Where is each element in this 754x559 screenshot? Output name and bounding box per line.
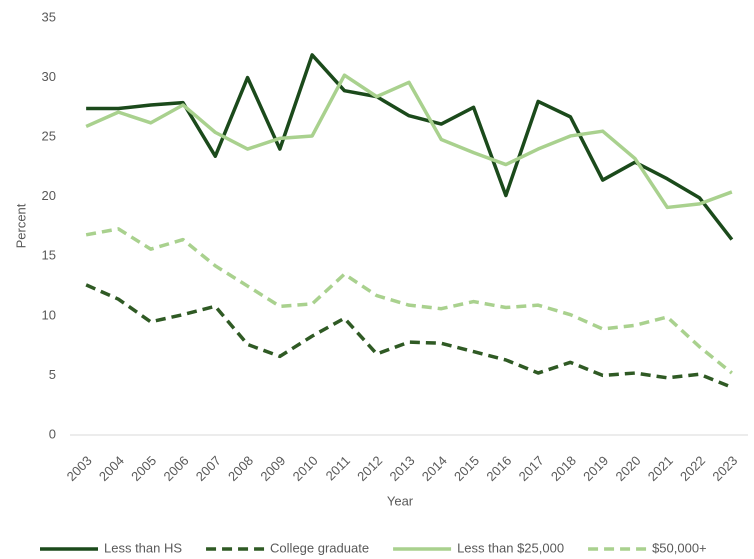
y-tick-label: 15 [42, 248, 56, 263]
y-tick-label: 30 [42, 69, 56, 84]
legend-label: $50,000+ [652, 540, 707, 555]
x-tick-label: 2019 [580, 453, 611, 484]
y-tick-label: 10 [42, 307, 56, 322]
y-axis-label: Percent [13, 203, 28, 248]
line-series [85, 73, 733, 210]
line-series [85, 227, 733, 375]
x-axis-label: Year [387, 493, 414, 508]
x-tick-label: 2007 [193, 453, 224, 484]
x-tick-label: 2004 [96, 453, 127, 484]
x-tick-label: 2020 [612, 453, 643, 484]
x-tick-label: 2014 [419, 453, 450, 484]
x-tick-label: 2009 [257, 453, 288, 484]
x-tick-label: 2010 [290, 453, 321, 484]
legend-label: Less than $25,000 [457, 540, 564, 555]
y-tick-label: 35 [42, 9, 56, 24]
legend-label: College graduate [270, 540, 369, 555]
line-series [85, 283, 733, 389]
y-tick-label: 25 [42, 129, 56, 144]
x-tick-label: 2003 [64, 453, 95, 484]
x-tick-label: 2011 [323, 453, 353, 483]
x-tick-label: 2012 [354, 453, 385, 484]
y-tick-label: 5 [49, 367, 56, 382]
y-tick-label: 20 [42, 188, 56, 203]
line-series [86, 53, 734, 241]
x-tick-label: 2015 [451, 453, 482, 484]
x-tick-label: 2022 [677, 453, 708, 484]
y-tick-label: 0 [49, 426, 56, 441]
x-tick-label: 2018 [548, 453, 579, 484]
x-tick-label: 2017 [516, 453, 547, 484]
x-tick-label: 2008 [225, 453, 256, 484]
x-tick-label: 2023 [709, 453, 740, 484]
legend-label: Less than HS [104, 540, 182, 555]
x-tick-label: 2016 [483, 453, 514, 484]
x-tick-label: 2006 [160, 453, 191, 484]
x-tick-label: 2005 [128, 453, 159, 484]
x-tick-label: 2021 [645, 453, 676, 484]
x-tick-label: 2013 [386, 453, 417, 484]
